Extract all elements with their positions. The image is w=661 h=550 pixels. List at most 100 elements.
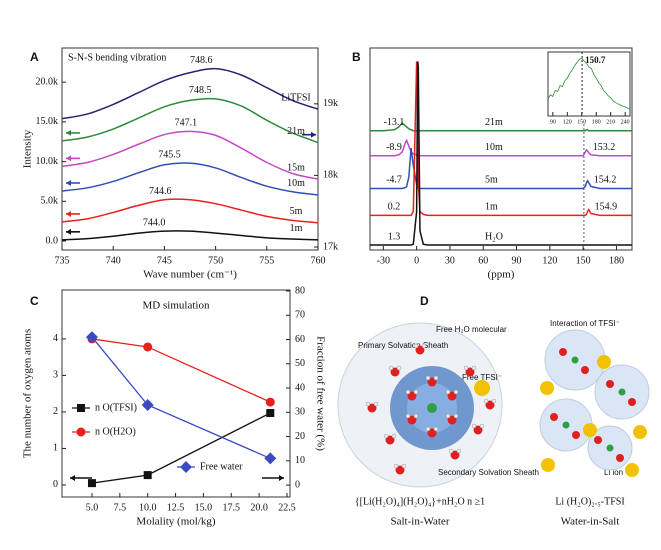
x-tick-label: 755 xyxy=(259,255,274,266)
diagram-label: Free TFSI⁻ xyxy=(462,373,502,382)
y2-tick-label: 60 xyxy=(295,334,305,345)
water-h xyxy=(445,389,451,395)
marker xyxy=(266,409,275,418)
series-line xyxy=(91,412,271,484)
marker xyxy=(143,342,153,352)
water-o xyxy=(465,367,475,377)
marker xyxy=(85,331,98,344)
water-h xyxy=(373,401,379,407)
arrow-head xyxy=(70,475,75,481)
series-line xyxy=(547,57,631,110)
water-h xyxy=(396,365,402,371)
y2-axis-label: Fraction of free water (%) xyxy=(314,336,326,451)
water-h xyxy=(471,365,477,371)
water-o xyxy=(415,345,425,355)
li-ion xyxy=(618,388,626,396)
water-o xyxy=(628,398,636,406)
y-tick-label: 0.0 xyxy=(46,235,59,246)
y-tick-label: 1 xyxy=(53,443,58,454)
diagram-formula: {[Li(H₂O)₄](H₂O)₄}+nH₂O n ≥1 xyxy=(355,496,485,507)
water-h xyxy=(445,413,451,419)
water-h xyxy=(483,398,489,404)
series-label: LiTFSI xyxy=(281,92,310,103)
shift-label: 1.3 xyxy=(388,231,401,242)
chart-title: MD simulation xyxy=(143,300,210,312)
plot-frame xyxy=(61,289,291,498)
plot-frame xyxy=(61,47,319,251)
series-line xyxy=(61,67,319,120)
marker xyxy=(87,479,96,488)
series-label: 5m xyxy=(485,175,498,186)
water-o xyxy=(367,403,377,413)
y2-tick-label: 50 xyxy=(295,358,305,369)
series-line xyxy=(370,147,632,190)
water-h xyxy=(433,375,439,381)
x-tick-label: 60 xyxy=(478,255,488,266)
series-label: 5m xyxy=(290,206,303,217)
water-h xyxy=(405,389,411,395)
x-tick-label: 0 xyxy=(414,255,419,266)
water-h xyxy=(491,398,497,404)
water-h xyxy=(453,413,459,419)
diagram-label: Interaction of TFSI⁻ xyxy=(550,319,620,328)
x-tick-label: 30 xyxy=(445,255,455,266)
water-o xyxy=(606,380,614,388)
y-axis-label: Intensity xyxy=(22,129,34,168)
x-axis-label: Wave number (cm⁻¹) xyxy=(143,269,237,281)
tfsi xyxy=(474,380,490,396)
water-o xyxy=(473,425,483,435)
legend-label: Free water xyxy=(200,461,243,472)
li-ion xyxy=(606,444,614,452)
water-o xyxy=(594,436,602,444)
tfsi xyxy=(541,458,555,472)
water-o xyxy=(485,400,495,410)
water-o xyxy=(427,377,437,387)
y-tick-label: 2 xyxy=(53,406,58,417)
water-h xyxy=(413,343,419,349)
series-line xyxy=(91,336,271,460)
water-h xyxy=(383,433,389,439)
water-o xyxy=(559,348,567,356)
annotation: S-N-S bending vibration xyxy=(68,52,166,63)
li-ion xyxy=(427,403,437,413)
arrow-head xyxy=(66,228,71,235)
water-h xyxy=(401,463,407,469)
water-o xyxy=(550,413,558,421)
x-tick-label: 7.5 xyxy=(114,502,127,513)
water-o xyxy=(572,431,580,439)
peak-label: 745.5 xyxy=(158,149,181,160)
y2-tick-label: 70 xyxy=(295,310,305,321)
shift-label: 154.2 xyxy=(594,175,617,186)
x-tick-label: 750 xyxy=(208,255,223,266)
series-line xyxy=(61,198,319,224)
x-tick-label: 17.5 xyxy=(223,502,241,513)
y-axis-label: The number of oxygen atoms xyxy=(22,329,34,459)
tfsi xyxy=(625,463,639,477)
y2-tick-label: 0 xyxy=(295,479,300,490)
peak-label: 150.7 xyxy=(585,55,606,65)
water-h xyxy=(448,448,454,454)
diagram-label: Li ion xyxy=(604,468,623,477)
legend-marker xyxy=(76,427,86,437)
x-tick-label: 90 xyxy=(512,255,522,266)
water-o xyxy=(395,465,405,475)
water-h xyxy=(425,426,431,432)
series-label: 1m xyxy=(290,223,303,234)
series-line xyxy=(61,97,319,144)
y-tick-label: 15.0k xyxy=(36,116,59,127)
water-h xyxy=(413,389,419,395)
water-o xyxy=(385,435,395,445)
legend-label: n O(TFSI) xyxy=(95,402,137,413)
water-h xyxy=(479,423,485,429)
arrow-head xyxy=(66,179,71,186)
diagram-label: Primary Solvation Sheath xyxy=(358,341,448,350)
x-tick-label: 735 xyxy=(55,255,70,266)
series-label: 15m xyxy=(287,162,305,173)
water-h xyxy=(421,343,427,349)
shift-label: -13.1 xyxy=(384,117,405,128)
arrow-head xyxy=(66,129,71,136)
marker xyxy=(143,471,152,480)
shift-label: -8.9 xyxy=(386,142,402,153)
y-tick-label: 5.0k xyxy=(41,196,59,207)
water-o xyxy=(450,450,460,460)
